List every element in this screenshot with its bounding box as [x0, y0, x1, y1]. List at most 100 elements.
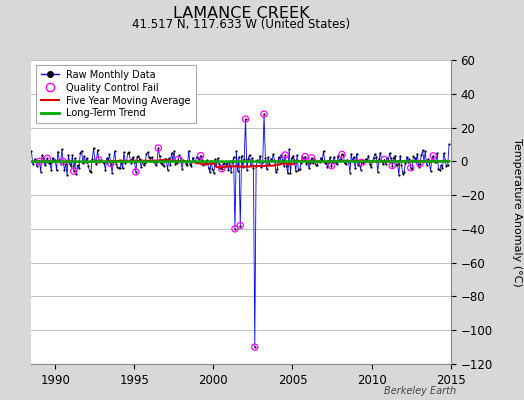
Point	[433, 150, 441, 156]
Point	[141, 160, 149, 166]
Point	[62, 160, 70, 167]
Point	[146, 155, 155, 161]
Point	[384, 158, 392, 165]
Point	[249, 164, 258, 171]
Point	[333, 161, 341, 168]
Point	[191, 158, 200, 165]
Point	[200, 160, 209, 167]
Point	[47, 167, 56, 173]
Point	[142, 150, 150, 157]
Point	[58, 146, 66, 152]
Point	[308, 155, 316, 161]
Point	[113, 163, 122, 170]
Point	[150, 158, 159, 165]
Point	[359, 160, 367, 166]
Point	[233, 167, 242, 174]
Point	[128, 156, 136, 162]
Point	[388, 162, 397, 169]
Point	[326, 154, 334, 160]
Point	[112, 160, 120, 167]
Point	[372, 153, 380, 160]
Point	[97, 157, 106, 163]
Point	[375, 156, 383, 162]
Point	[245, 152, 254, 158]
Point	[202, 161, 210, 168]
Point	[247, 162, 255, 169]
Point	[323, 164, 332, 171]
Point	[39, 154, 48, 161]
Point	[244, 155, 253, 162]
Point	[148, 154, 156, 160]
Point	[289, 152, 297, 159]
Point	[130, 159, 139, 166]
Point	[85, 168, 94, 175]
Point	[186, 160, 194, 167]
Point	[358, 159, 366, 166]
Point	[42, 159, 50, 166]
Point	[172, 160, 181, 166]
Point	[368, 158, 377, 165]
Point	[35, 158, 43, 164]
Point	[331, 159, 340, 165]
Point	[225, 158, 234, 164]
Point	[369, 154, 378, 161]
Point	[380, 156, 388, 163]
Point	[252, 163, 260, 169]
Point	[281, 152, 289, 158]
Point	[125, 149, 134, 156]
Point	[220, 160, 228, 166]
Point	[27, 148, 36, 154]
Point	[445, 141, 453, 148]
Point	[301, 153, 309, 160]
Point	[231, 226, 239, 232]
Point	[174, 156, 182, 163]
Point	[409, 153, 418, 159]
Point	[103, 155, 111, 162]
Point	[96, 158, 104, 164]
Point	[322, 160, 330, 166]
Point	[88, 156, 96, 162]
Point	[232, 148, 241, 154]
Point	[203, 157, 211, 163]
Point	[408, 166, 416, 172]
Point	[235, 154, 243, 160]
Point	[443, 162, 452, 168]
Y-axis label: Temperature Anomaly (°C): Temperature Anomaly (°C)	[512, 138, 522, 286]
Point	[363, 158, 372, 164]
Point	[313, 162, 321, 168]
Point	[367, 164, 375, 170]
Point	[265, 161, 274, 167]
Point	[334, 152, 342, 159]
Point	[32, 163, 41, 169]
Point	[311, 162, 320, 168]
Point	[123, 158, 131, 164]
Point	[216, 165, 225, 171]
Point	[366, 161, 374, 167]
Point	[80, 153, 89, 160]
Point	[293, 152, 301, 158]
Point	[303, 159, 312, 166]
Point	[219, 161, 227, 168]
Point	[212, 162, 221, 169]
Point	[210, 170, 218, 176]
Point	[404, 159, 412, 165]
Legend: Raw Monthly Data, Quality Control Fail, Five Year Moving Average, Long-Term Tren: Raw Monthly Data, Quality Control Fail, …	[36, 65, 196, 123]
Point	[257, 164, 266, 170]
Point	[51, 156, 59, 163]
Point	[114, 165, 123, 172]
Point	[183, 162, 192, 168]
Point	[440, 150, 448, 156]
Point	[280, 162, 288, 169]
Point	[412, 158, 420, 165]
Point	[92, 161, 101, 168]
Point	[399, 171, 407, 177]
Point	[328, 162, 336, 169]
Point	[177, 155, 185, 161]
Point	[364, 152, 373, 159]
Point	[401, 160, 410, 166]
Point	[410, 155, 419, 162]
Point	[70, 168, 78, 174]
Point	[99, 159, 107, 165]
Point	[236, 222, 244, 229]
Point	[133, 154, 141, 161]
